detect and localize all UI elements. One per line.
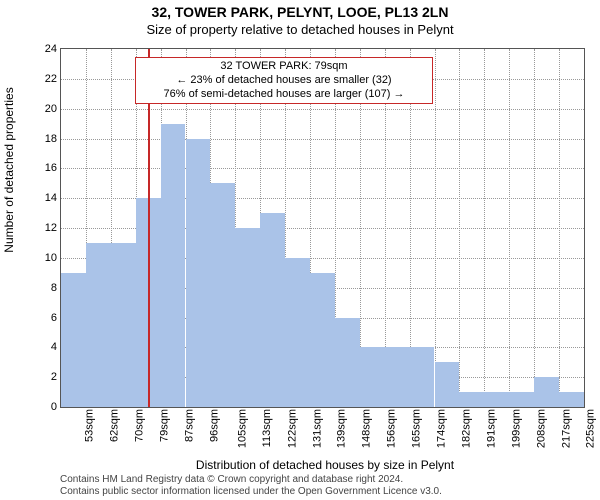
histogram-bar bbox=[161, 124, 186, 407]
x-tick-label: 225sqm bbox=[585, 409, 597, 448]
grid-line-vertical bbox=[435, 49, 436, 407]
histogram-bar bbox=[111, 243, 136, 407]
y-axis-label: Number of detached properties bbox=[2, 0, 18, 420]
plot-area: 02468101214161820222453sqm62sqm70sqm79sq… bbox=[60, 48, 585, 408]
y-tick-label: 14 bbox=[45, 192, 57, 204]
x-tick-label: 156sqm bbox=[386, 409, 398, 448]
x-tick-label: 131sqm bbox=[311, 409, 323, 448]
x-tick-label: 62sqm bbox=[109, 409, 121, 442]
x-tick-label: 70sqm bbox=[134, 409, 146, 442]
y-tick-label: 12 bbox=[45, 222, 57, 234]
histogram-bar bbox=[385, 347, 410, 407]
x-tick-label: 139sqm bbox=[336, 409, 348, 448]
y-tick-label: 20 bbox=[45, 103, 57, 115]
x-tick-label: 105sqm bbox=[236, 409, 248, 448]
annotation-line: ← 23% of detached houses are smaller (32… bbox=[142, 74, 426, 88]
x-tick-label: 174sqm bbox=[436, 409, 448, 448]
y-tick-label: 24 bbox=[45, 43, 57, 55]
grid-line-vertical bbox=[484, 49, 485, 407]
annotation-line: 32 TOWER PARK: 79sqm bbox=[142, 60, 426, 74]
histogram-bar bbox=[235, 228, 260, 407]
histogram-bar bbox=[509, 392, 534, 407]
grid-line-vertical bbox=[534, 49, 535, 407]
footnote-line: Contains HM Land Registry data © Crown c… bbox=[60, 474, 590, 486]
grid-line-horizontal bbox=[61, 139, 584, 140]
histogram-bar bbox=[186, 139, 211, 408]
histogram-bar bbox=[559, 392, 584, 407]
x-tick-label: 182sqm bbox=[461, 409, 473, 448]
grid-line-vertical bbox=[559, 49, 560, 407]
chart-title: 32, TOWER PARK, PELYNT, LOOE, PL13 2LN bbox=[0, 4, 600, 20]
y-tick-label: 2 bbox=[51, 371, 57, 383]
footnote-line: Contains public sector information licen… bbox=[60, 486, 590, 498]
grid-line-vertical bbox=[459, 49, 460, 407]
x-tick-label: 208sqm bbox=[535, 409, 547, 448]
histogram-bar bbox=[260, 213, 285, 407]
y-tick-label: 16 bbox=[45, 162, 57, 174]
x-tick-label: 113sqm bbox=[261, 409, 273, 447]
x-tick-label: 87sqm bbox=[184, 409, 196, 442]
grid-line-horizontal bbox=[61, 168, 584, 169]
histogram-bar bbox=[210, 183, 235, 407]
y-tick-label: 0 bbox=[51, 401, 57, 413]
histogram-bar bbox=[335, 318, 360, 408]
annotation-box: 32 TOWER PARK: 79sqm← 23% of detached ho… bbox=[135, 57, 433, 104]
histogram-bar bbox=[285, 258, 310, 407]
x-tick-label: 122sqm bbox=[286, 409, 298, 448]
x-tick-label: 53sqm bbox=[84, 409, 96, 442]
histogram-bar bbox=[310, 273, 335, 407]
histogram-bar bbox=[459, 392, 484, 407]
x-tick-label: 191sqm bbox=[485, 409, 497, 448]
histogram-bar bbox=[360, 347, 385, 407]
histogram-bar bbox=[484, 392, 509, 407]
chart-container: 32, TOWER PARK, PELYNT, LOOE, PL13 2LN S… bbox=[0, 0, 600, 500]
x-tick-label: 96sqm bbox=[208, 409, 220, 442]
histogram-bar bbox=[435, 362, 460, 407]
y-tick-label: 10 bbox=[45, 252, 57, 264]
y-tick-label: 18 bbox=[45, 133, 57, 145]
histogram-bar bbox=[534, 377, 559, 407]
x-tick-label: 199sqm bbox=[510, 409, 522, 448]
x-tick-label: 79sqm bbox=[159, 409, 171, 442]
histogram-bar bbox=[86, 243, 111, 407]
annotation-line: 76% of semi-detached houses are larger (… bbox=[142, 88, 426, 102]
grid-line-horizontal bbox=[61, 109, 584, 110]
y-tick-label: 8 bbox=[51, 282, 57, 294]
y-tick-label: 4 bbox=[51, 341, 57, 353]
grid-line-vertical bbox=[509, 49, 510, 407]
histogram-bar bbox=[61, 273, 86, 407]
x-tick-label: 148sqm bbox=[361, 409, 373, 448]
x-axis-label: Distribution of detached houses by size … bbox=[60, 458, 590, 472]
y-tick-label: 6 bbox=[51, 312, 57, 324]
footnote: Contains HM Land Registry data © Crown c… bbox=[60, 474, 590, 498]
histogram-bar bbox=[410, 347, 435, 407]
y-tick-label: 22 bbox=[45, 73, 57, 85]
x-tick-label: 217sqm bbox=[560, 409, 572, 448]
x-tick-label: 165sqm bbox=[411, 409, 423, 448]
chart-subtitle: Size of property relative to detached ho… bbox=[0, 22, 600, 37]
